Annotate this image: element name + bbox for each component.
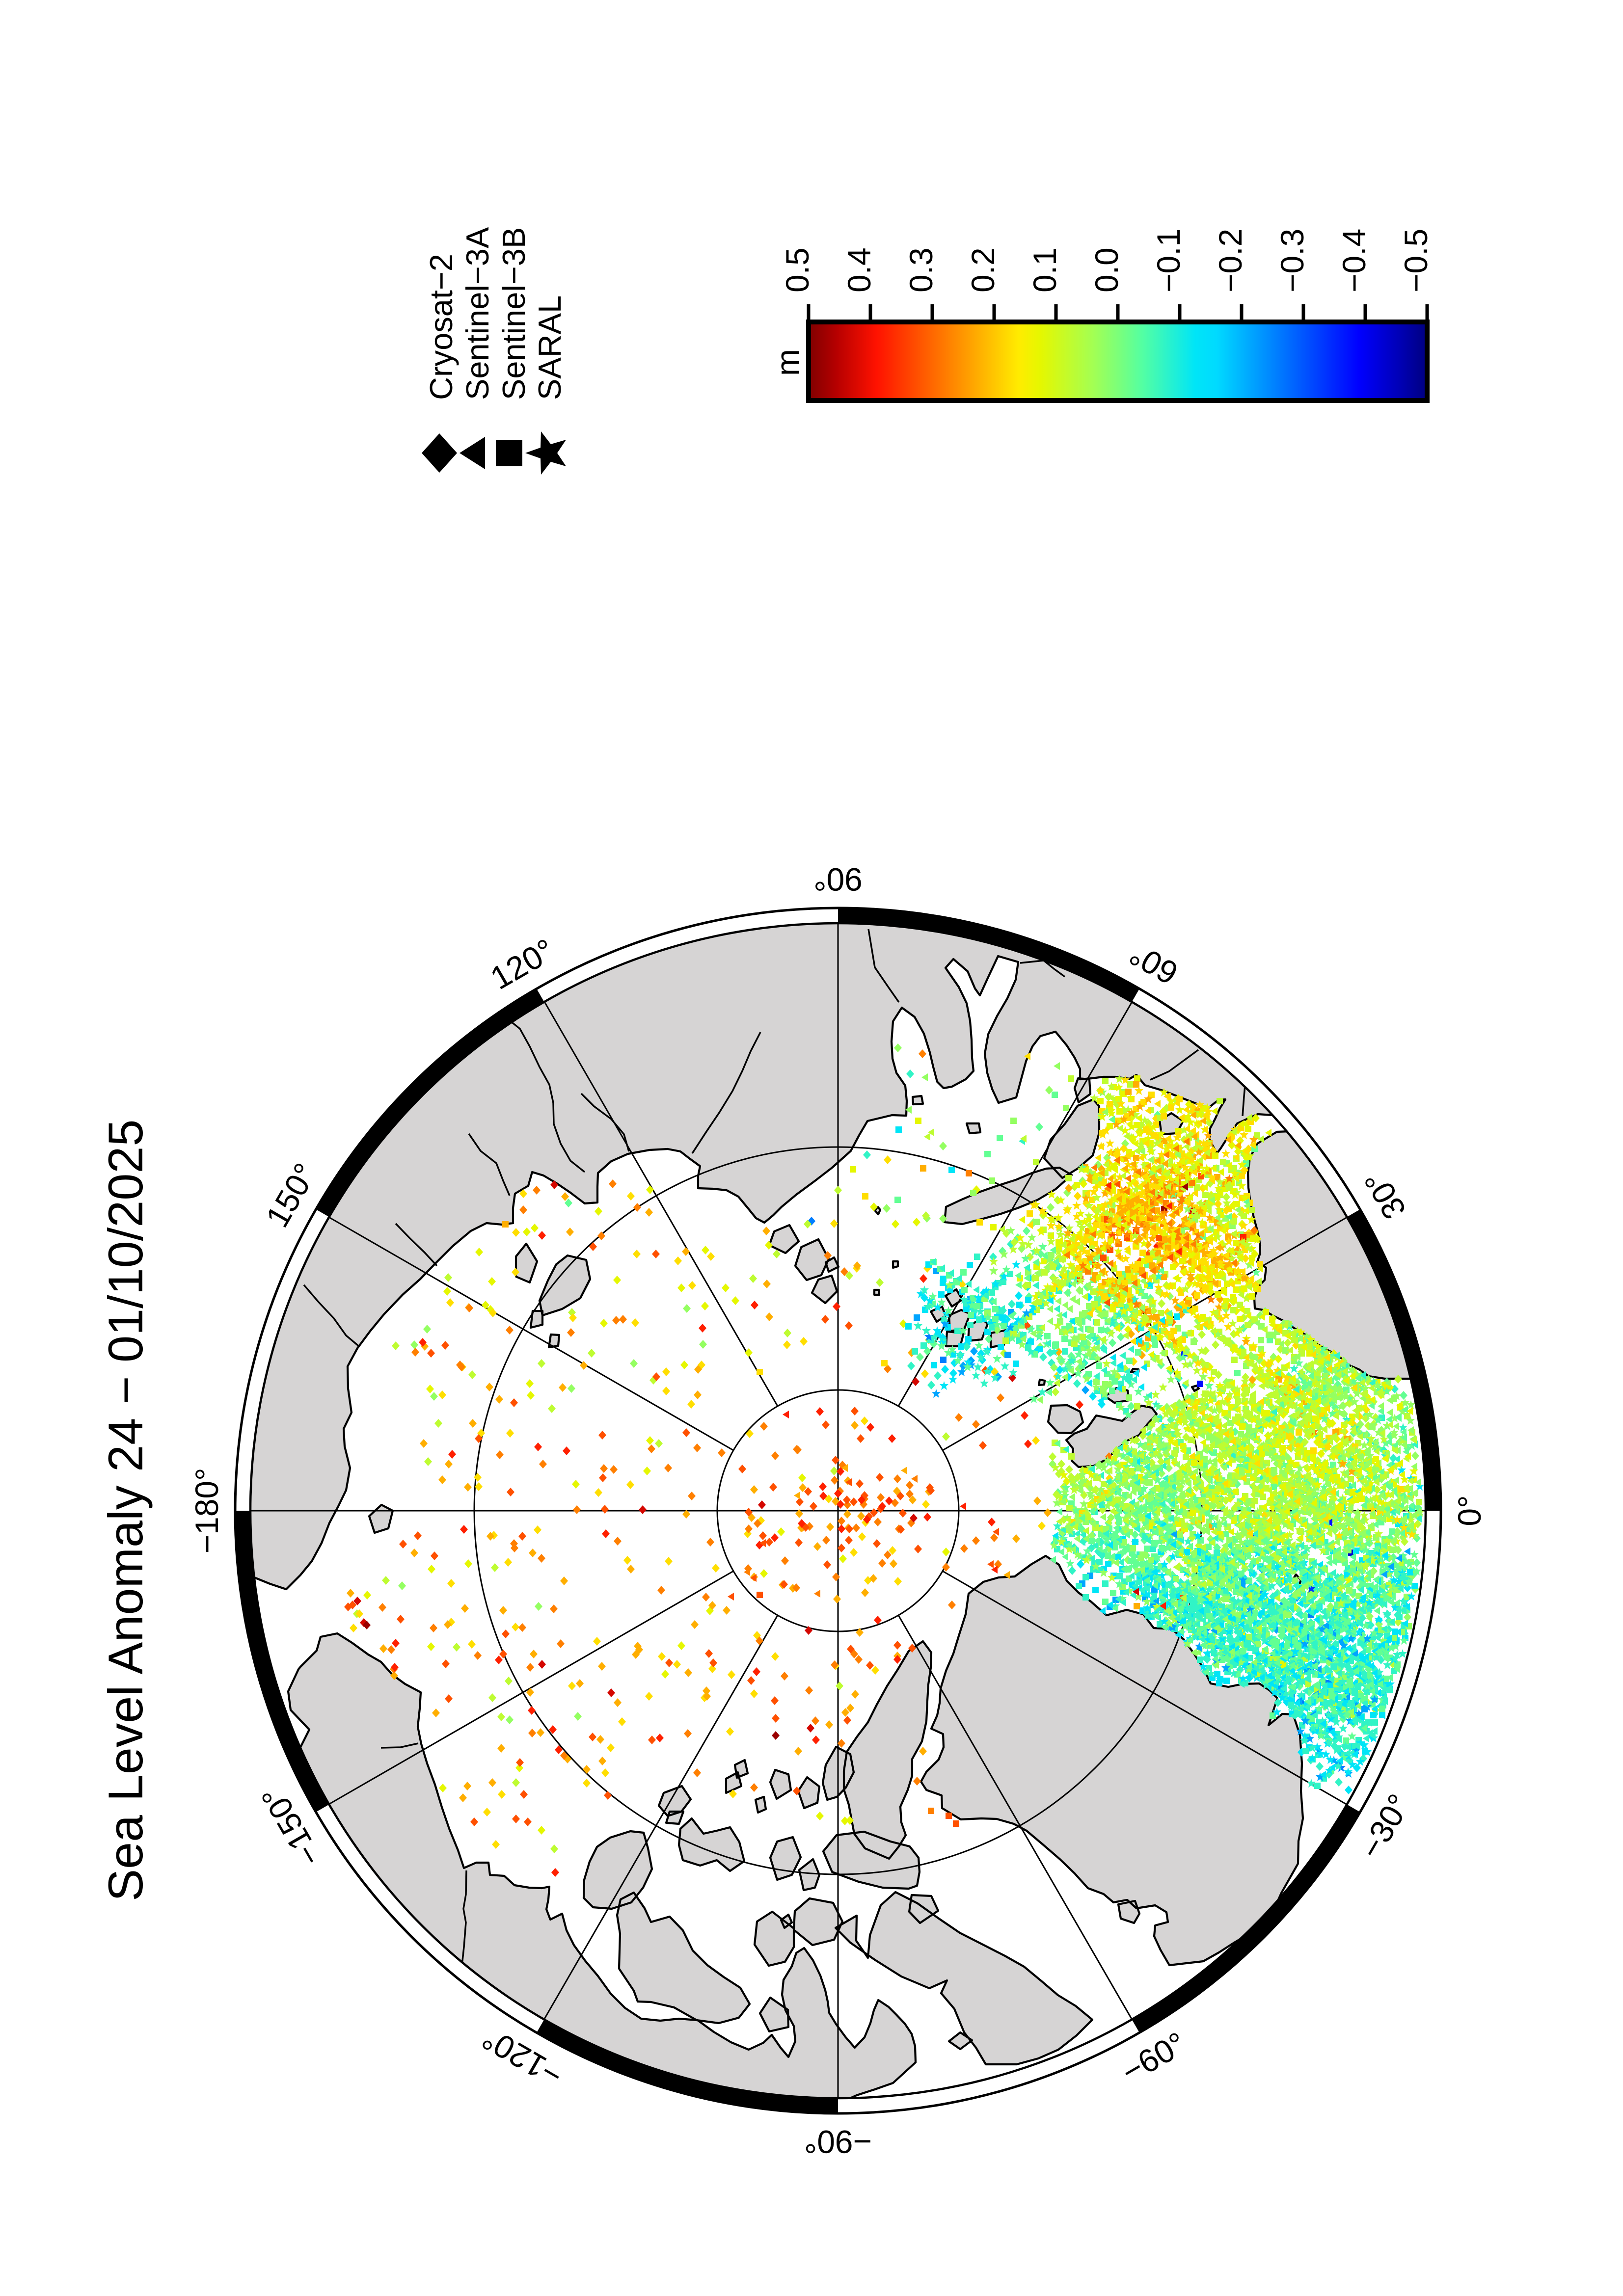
svg-text:−0.5: −0.5	[1398, 229, 1434, 293]
svg-text:−90°: −90°	[804, 2124, 872, 2160]
svg-text:−0.4: −0.4	[1336, 229, 1372, 293]
svg-text:0.0: 0.0	[1088, 247, 1125, 293]
svg-text:0°: 0°	[1451, 1495, 1488, 1526]
svg-text:0.4: 0.4	[841, 247, 877, 293]
svg-text:90°: 90°	[813, 861, 863, 898]
svg-text:m: m	[769, 349, 806, 376]
svg-text:0.5: 0.5	[779, 247, 815, 293]
svg-text:−0.2: −0.2	[1212, 229, 1248, 293]
svg-text:Cryosat−2: Cryosat−2	[423, 254, 459, 400]
svg-text:−180°: −180°	[189, 1468, 225, 1553]
svg-text:0.1: 0.1	[1027, 247, 1063, 293]
svg-text:0.2: 0.2	[965, 247, 1001, 293]
svg-text:Sentinel−3A: Sentinel−3A	[460, 227, 495, 400]
svg-text:Sea Level Anomaly 24 − 01/10/2: Sea Level Anomaly 24 − 01/10/2025	[98, 1120, 153, 1901]
svg-text:SARAL: SARAL	[532, 295, 568, 400]
svg-text:−0.1: −0.1	[1150, 229, 1187, 293]
svg-text:Sentinel−3B: Sentinel−3B	[496, 227, 532, 400]
svg-text:−0.3: −0.3	[1274, 229, 1310, 293]
svg-text:0.3: 0.3	[903, 247, 939, 293]
